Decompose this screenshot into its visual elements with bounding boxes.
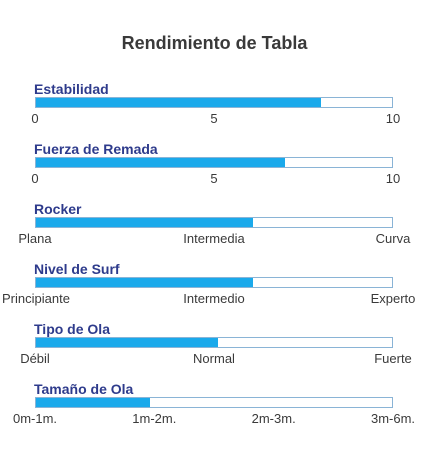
- tick-label: 0: [31, 171, 39, 186]
- tick-label: Plana: [18, 231, 52, 246]
- metric-label: Rocker: [34, 201, 82, 217]
- metric-row: Nivel de Surf Principiante Intermedio Exper…: [0, 261, 429, 317]
- tick-label: 0m-1m.: [12, 411, 58, 426]
- metric-ticks: 0m-1m. 1m-2m. 2m-3m. 3m-6m.: [0, 411, 429, 429]
- metric-bar: [36, 218, 254, 227]
- metric-bar: [36, 338, 218, 347]
- tick-label: 5: [210, 171, 218, 186]
- tick-label: Débil: [20, 351, 50, 366]
- tick-label: Normal: [193, 351, 235, 366]
- metric-row: Tamaño de Ola 0m-1m. 1m-2m. 2m-3m. 3m-6m.: [0, 381, 429, 437]
- metric-bar: [36, 398, 150, 407]
- chart-title: Rendimiento de Tabla: [121, 33, 308, 53]
- tick-label: 1m-2m.: [132, 411, 177, 426]
- metric-ticks: 0 5 10: [0, 171, 429, 189]
- tick-label: 0: [31, 111, 39, 126]
- tick-label: 5: [210, 111, 218, 126]
- tick-label: Curva: [375, 231, 411, 246]
- metric-track: [35, 277, 393, 288]
- metric-ticks: Plana Intermedia Curva: [0, 231, 429, 249]
- tick-label: Intermedia: [183, 231, 245, 246]
- metric-label: Estabilidad: [34, 81, 109, 97]
- metric-ticks: 0 5 10: [0, 111, 429, 129]
- metric-ticks: Débil Normal Fuerte: [0, 351, 429, 369]
- metric-row: Rocker Plana Intermedia Curva: [0, 201, 429, 257]
- metric-row: Estabilidad 0 5 10: [0, 81, 429, 137]
- metric-label: Tamaño de Ola: [34, 381, 134, 397]
- metric-track: [35, 97, 393, 108]
- tick-label: Fuerte: [374, 351, 412, 366]
- tick-label: Experto: [370, 291, 416, 306]
- metric-label: Fuerza de Remada: [34, 141, 158, 157]
- metric-row: Tipo de Ola Débil Normal Fuerte: [0, 321, 429, 377]
- tick-label: 10: [385, 171, 401, 186]
- metric-bar: [36, 278, 254, 287]
- metric-label: Nivel de Surf: [34, 261, 120, 277]
- metric-bar: [36, 98, 321, 107]
- metric-track: [35, 157, 393, 168]
- tick-label: 10: [385, 111, 401, 126]
- metric-ticks: Principiante Intermedio Experto: [0, 291, 429, 309]
- metric-row: Fuerza de Remada 0 5 10: [0, 141, 429, 197]
- metric-track: [35, 397, 393, 408]
- tick-label: Intermedio: [183, 291, 245, 306]
- metric-bar: [36, 158, 286, 167]
- tick-label: 2m-3m.: [251, 411, 296, 426]
- tick-label: Principiante: [2, 291, 70, 306]
- metric-track: [35, 217, 393, 228]
- metric-track: [35, 337, 393, 348]
- tick-label: 3m-6m.: [370, 411, 416, 426]
- metric-label: Tipo de Ola: [34, 321, 110, 337]
